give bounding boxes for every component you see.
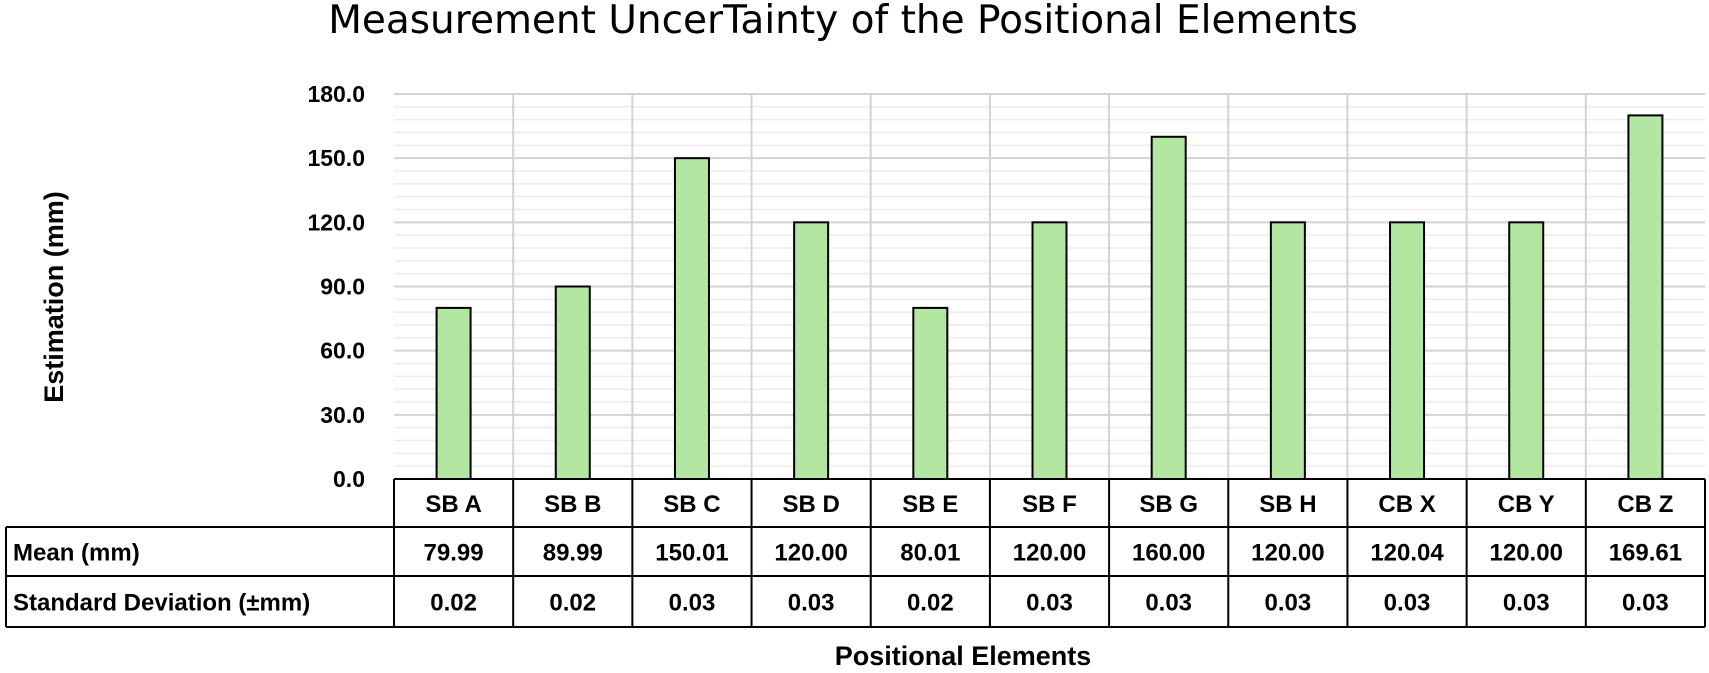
x-tick-label: SB C xyxy=(663,491,720,518)
table-cell: 120.00 xyxy=(1013,540,1086,567)
data-table: SB A SB B SB C SB D SB E SB F SB G SB H CB X CB Y… xyxy=(5,478,1706,628)
table-cell: 0.03 xyxy=(1384,590,1431,617)
table-cell: 0.03 xyxy=(1265,590,1312,617)
x-tick-label: SB H xyxy=(1259,491,1316,518)
table-cell: 0.03 xyxy=(669,590,716,617)
table-cell: 79.99 xyxy=(424,540,484,567)
bar xyxy=(1031,221,1068,480)
bar xyxy=(673,157,710,481)
y-tick-label: 30.0 xyxy=(320,402,365,428)
bar xyxy=(1269,221,1306,480)
x-tick-label: CB Y xyxy=(1498,491,1555,518)
x-tick-label: SB F xyxy=(1022,491,1077,518)
x-tick-label: SB E xyxy=(902,491,958,518)
y-tick-label: 120.0 xyxy=(307,209,365,235)
table-cell: 120.00 xyxy=(774,540,847,567)
x-axis-label: Positional Elements xyxy=(835,641,1092,671)
table-cell: 120.04 xyxy=(1370,540,1444,567)
table-cell: 0.02 xyxy=(549,590,596,617)
table-row-label: Mean (mm) xyxy=(13,540,140,567)
bar xyxy=(912,306,949,480)
table-cell: 120.00 xyxy=(1490,540,1563,567)
bar xyxy=(554,285,591,480)
y-tick-label: 0.0 xyxy=(333,466,365,492)
y-tick-label: 90.0 xyxy=(320,274,365,300)
bar xyxy=(1389,221,1426,480)
y-axis: 0.0 30.0 60.0 90.0 120.0 150.0 180.0 xyxy=(307,81,365,492)
table-cell: 0.02 xyxy=(430,590,477,617)
x-tick-label: CB X xyxy=(1378,491,1435,518)
x-tick-label: SB A xyxy=(425,491,481,518)
table-row-label: Standard Deviation (±mm) xyxy=(13,590,310,617)
table-cell: 0.02 xyxy=(907,590,954,617)
bar xyxy=(793,221,830,480)
x-tick-label: SB G xyxy=(1139,491,1198,518)
x-tick-label: SB D xyxy=(782,491,839,518)
table-cell: 0.03 xyxy=(1145,590,1192,617)
y-tick-label: 150.0 xyxy=(307,145,365,171)
x-tick-label: CB Z xyxy=(1617,491,1673,518)
table-cell: 80.01 xyxy=(900,540,960,567)
bar xyxy=(435,306,472,480)
table-cell: 0.03 xyxy=(1622,590,1669,617)
bars xyxy=(435,114,1664,481)
chart-title: Measurement UncerTainty of the Positiona… xyxy=(328,0,1358,43)
bar xyxy=(1627,114,1664,480)
bar xyxy=(1150,135,1187,480)
table-cell: 0.03 xyxy=(788,590,835,617)
table-cell: 160.00 xyxy=(1132,540,1205,567)
table-cell: 89.99 xyxy=(543,540,603,567)
x-tick-label: SB B xyxy=(544,491,601,518)
y-tick-label: 180.0 xyxy=(307,81,365,107)
bar xyxy=(1508,221,1545,480)
table-cell: 0.03 xyxy=(1503,590,1550,617)
table-cell: 169.61 xyxy=(1609,540,1682,567)
table-cell: 150.01 xyxy=(655,540,728,567)
table-cell: 0.03 xyxy=(1026,590,1073,617)
y-tick-label: 60.0 xyxy=(320,338,365,364)
table-cell: 120.00 xyxy=(1251,540,1324,567)
y-axis-label: Estimation (mm) xyxy=(39,191,69,403)
